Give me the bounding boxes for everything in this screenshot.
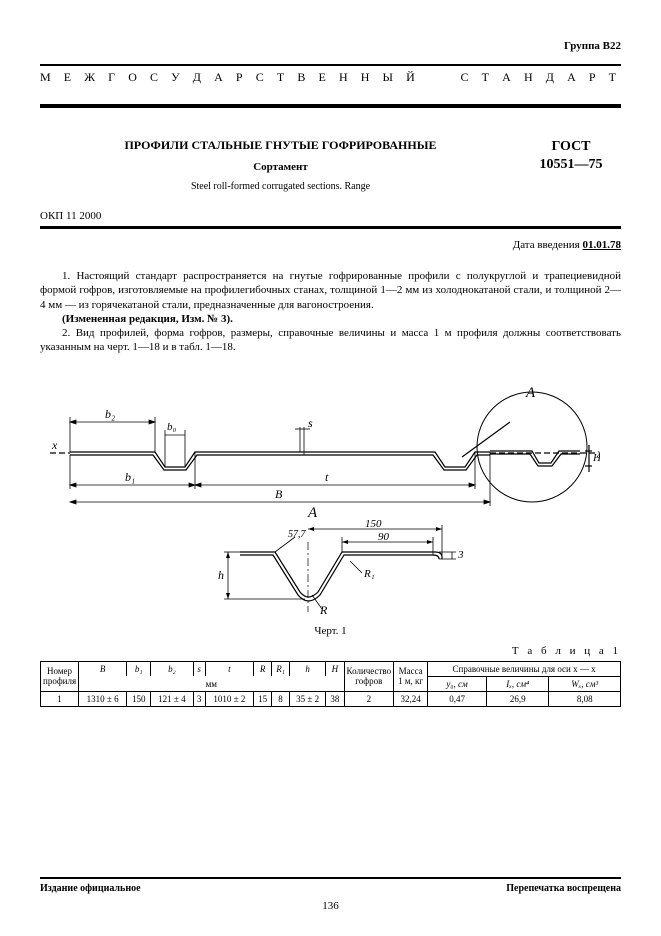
label-H: H	[592, 452, 600, 464]
cell-t: 1010 ± 2	[205, 691, 253, 706]
col-Ix: Iₓ, см⁴	[487, 676, 549, 691]
paragraph-change: (Измененная редакция, Изм. № 3).	[40, 312, 621, 326]
data-table: Номер профиля B b₁ b₂ s t R R₁ h H Колич…	[40, 661, 621, 707]
effective-date: Дата введения 01.01.78	[40, 239, 621, 251]
banner-right: С Т А Н Д А Р Т	[461, 70, 621, 84]
cell-s: 3	[193, 691, 205, 706]
label-h: h	[218, 568, 224, 582]
cell-b2: 121 ± 4	[151, 691, 193, 706]
paragraph-1: 1. Настоящий стандарт распространяется н…	[40, 269, 621, 312]
col-R: R	[253, 661, 271, 676]
table-header-row-1: Номер профиля B b₁ b₂ s t R R₁ h H Колич…	[41, 661, 621, 676]
label-A-detail: A	[307, 505, 318, 521]
col-H: H	[326, 661, 344, 676]
cell-num: 1	[41, 691, 79, 706]
gost-label: ГОСТ	[551, 139, 590, 154]
gost-number: ГОСТ 10551—75	[521, 138, 621, 174]
cell-Wx: 8,08	[549, 691, 621, 706]
page-footer: Издание официальное Перепечатка воспреще…	[40, 877, 621, 912]
label-150: 150	[365, 518, 382, 530]
figure-1: b₂ b₀ s b₁ t B x x A H	[40, 367, 621, 637]
date-prefix: Дата введения	[513, 239, 583, 251]
gost-num: 10551—75	[540, 157, 603, 172]
label-R: R	[319, 603, 328, 617]
cell-y0: 0,47	[428, 691, 487, 706]
title-main: ПРОФИЛИ СТАЛЬНЫЕ ГНУТЫЕ ГОФРИРОВАННЫЕ	[40, 138, 521, 153]
title-english: Steel roll-formed corrugated sections. R…	[40, 181, 521, 192]
col-mm: мм	[79, 676, 344, 691]
table-header-row-2: мм y₀, см Iₓ, см⁴ Wₓ, см³	[41, 676, 621, 691]
cell-Ix: 26,9	[487, 691, 549, 706]
label-R1: R₁	[363, 568, 375, 580]
divider-1	[40, 226, 621, 229]
table-row: 1 1310 ± 6 150 121 ± 4 3 1010 ± 2 15 8 3…	[41, 691, 621, 706]
col-s: s	[193, 661, 205, 676]
label-b1: b₁	[125, 470, 135, 484]
col-num: Номер профиля	[41, 661, 79, 691]
cell-B: 1310 ± 6	[79, 691, 127, 706]
cell-count: 2	[344, 691, 394, 706]
page-number: 136	[40, 900, 621, 912]
cell-H: 38	[326, 691, 344, 706]
label-A-callout: A	[525, 385, 536, 401]
cell-mass: 32,24	[394, 691, 428, 706]
label-b2: b₂	[105, 407, 115, 421]
standard-banner: М Е Ж Г О С У Д А Р С Т В Е Н Н Ы Й С Т …	[40, 64, 621, 108]
col-b1: b₁	[127, 661, 151, 676]
group-label: Группа В22	[40, 40, 621, 52]
title-sub: Сортамент	[40, 161, 521, 173]
figure-caption: Черт. 1	[40, 625, 621, 637]
label-577: 57,7	[288, 529, 307, 540]
col-h: h	[289, 661, 325, 676]
label-3: 3	[457, 549, 464, 561]
cell-h: 35 ± 2	[289, 691, 325, 706]
col-count: Количество гофров	[344, 661, 394, 691]
label-b0: b₀	[167, 421, 177, 433]
label-s: s	[308, 416, 313, 430]
paragraph-2: 2. Вид профилей, форма гофров, размеры, …	[40, 326, 621, 355]
cell-R: 15	[253, 691, 271, 706]
okp-code: ОКП 11 2000	[40, 210, 621, 222]
label-x-left: x	[51, 438, 58, 452]
cell-R1: 8	[272, 691, 290, 706]
footer-left: Издание официальное	[40, 883, 141, 894]
date-value: 01.01.78	[583, 239, 622, 251]
banner-left: М Е Ж Г О С У Д А Р С Т В Е Н Н Ы Й	[40, 70, 420, 84]
col-R1: R₁	[272, 661, 290, 676]
col-b2: b₂	[151, 661, 193, 676]
label-90: 90	[378, 531, 390, 543]
col-t: t	[205, 661, 253, 676]
footer-right: Перепечатка воспрещена	[506, 883, 621, 894]
col-y0: y₀, см	[428, 676, 487, 691]
cell-b1: 150	[127, 691, 151, 706]
table-label: Т а б л и ц а 1	[40, 645, 621, 657]
col-mass: Масса 1 м, кг	[394, 661, 428, 691]
col-ref: Справочные величины для оси x — x	[428, 661, 621, 676]
label-t: t	[325, 470, 329, 484]
col-B: B	[79, 661, 127, 676]
col-Wx: Wₓ, см³	[549, 676, 621, 691]
label-B: B	[275, 487, 283, 501]
